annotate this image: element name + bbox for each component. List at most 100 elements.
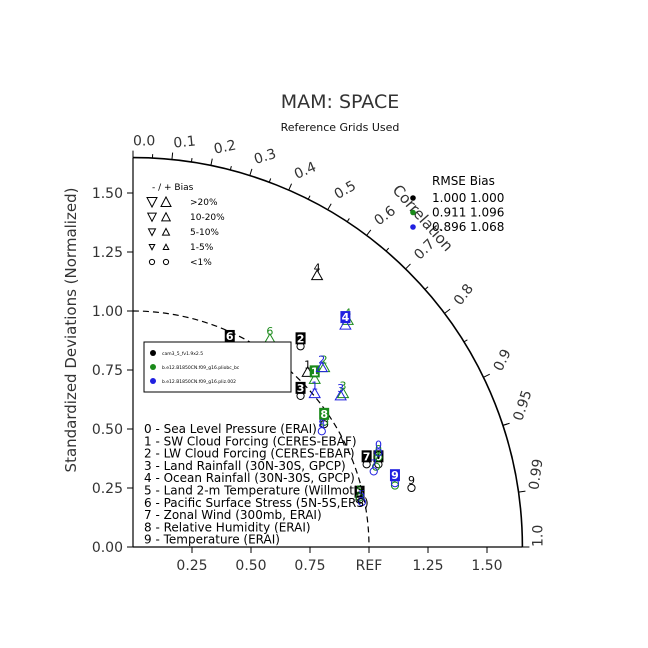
point-marker — [308, 372, 321, 384]
point-label-box — [295, 381, 306, 394]
correlation-tick-label: 0.0 — [133, 134, 155, 150]
point-label-box — [224, 329, 235, 342]
correlation-minor-tick — [229, 165, 232, 171]
y-tick-label: 0.00 — [92, 540, 123, 556]
correlation-minor-tick — [385, 247, 390, 252]
bias-legend-header: - / + Bias — [152, 183, 194, 193]
point-label: 3 — [337, 382, 344, 395]
point-label-box — [319, 407, 330, 420]
point-label: 7 — [373, 453, 380, 466]
bias-legend-marker — [148, 258, 156, 266]
point-label-box — [309, 365, 320, 378]
rmse-legend-dot — [410, 195, 416, 201]
bias-legend-marker — [160, 211, 172, 222]
bias-legend-marker — [160, 195, 172, 207]
correlation-minor-tick — [502, 423, 507, 426]
data-point: 3 — [334, 382, 347, 401]
point-label: 2 — [297, 332, 305, 345]
variable-legend-item: 5 - Land 2-m Temperature (Willmott) — [144, 484, 363, 498]
correlation-tick-label: 0.5 — [332, 178, 359, 203]
point-label: 1 — [311, 365, 319, 378]
correlation-tick — [405, 263, 411, 270]
correlation-tick-label: 0.1 — [173, 133, 197, 151]
bias-legend-label: 5-10% — [190, 228, 219, 238]
x-tick-label: 1.25 — [412, 558, 443, 574]
point-marker — [339, 318, 352, 330]
point-marker — [369, 467, 378, 476]
x-tick-label: 0.75 — [294, 558, 325, 574]
rmse-legend-rmse: 0.896 — [432, 220, 466, 234]
rmse-legend-rmse: 0.911 — [432, 206, 466, 220]
point-marker — [374, 453, 383, 462]
correlation-tick-label: 0.6 — [371, 203, 398, 229]
correlation-tick — [249, 168, 253, 176]
correlation-tick — [288, 183, 293, 191]
point-marker — [355, 493, 364, 502]
data-point: 2 — [295, 332, 306, 351]
point-label: 3 — [340, 380, 347, 393]
y-tick-label: 0.25 — [92, 481, 123, 497]
bias-legend-label: 1-5% — [190, 243, 214, 253]
variable-legend-item: 4 - Ocean Rainfall (30N-30S, GPCP) — [144, 471, 355, 485]
point-marker — [374, 448, 383, 457]
point-label: 4 — [314, 262, 321, 275]
correlation-tick-label: 0.9 — [491, 347, 515, 374]
correlation-tick — [366, 229, 372, 236]
y-tick-label: 0.50 — [92, 422, 123, 438]
correlation-minor-tick — [463, 339, 468, 343]
point-label: 6 — [226, 330, 234, 343]
data-point: 0 — [374, 443, 383, 462]
variable-legend-item: 3 - Land Rainfall (30N-30S, GPCP) — [144, 459, 346, 473]
data-point: 5 — [355, 483, 364, 502]
variable-legend-item: 1 - SW Cloud Forcing (CERES-EBAF) — [144, 434, 357, 448]
point-label: 7 — [370, 457, 377, 470]
point-label: 2 — [321, 354, 328, 367]
correlation-tick — [210, 158, 213, 166]
point-marker — [390, 481, 400, 490]
bias-legend-marker — [161, 227, 171, 236]
bias-legend-label: >20% — [190, 198, 218, 208]
point-label-box — [361, 450, 372, 463]
correlation-tick-label: 0.2 — [212, 137, 237, 157]
correlation-tick-label: 0.3 — [252, 146, 278, 168]
point-marker — [371, 462, 381, 471]
point-label: 0 — [375, 443, 382, 456]
correlation-tick-label: 0.95 — [511, 388, 536, 423]
point-marker — [334, 389, 347, 401]
rmse-legend-header: RMSE Bias — [432, 174, 495, 188]
variable-legend-item: 6 - Pacific Surface Stress (5N-5S,ERS) — [144, 496, 369, 510]
point-label: 1 — [311, 380, 318, 393]
data-point: 4 — [339, 311, 352, 330]
rmse-legend-dot — [410, 209, 416, 216]
correlation-tick-label: 0.99 — [526, 458, 546, 491]
bias-legend-label: 10-20% — [190, 213, 225, 223]
correlation-minor-tick — [424, 286, 429, 290]
data-point: 5 — [357, 488, 367, 507]
point-label: 8 — [320, 408, 328, 421]
point-label: 4 — [342, 311, 350, 324]
point-marker — [308, 387, 321, 399]
point-label: 0 — [375, 439, 382, 452]
point-label: 0 — [375, 450, 383, 463]
case-legend-label: cam3_5_fv1.9x2.5 — [162, 351, 203, 357]
point-label-box — [354, 485, 365, 498]
correlation-minor-tick — [190, 157, 193, 163]
variable-legend-item: 2 - LW Cloud Forcing (CERES-EBAF) — [144, 447, 355, 461]
data-point: 7 — [371, 453, 381, 471]
point-label-box — [389, 469, 400, 482]
point-label: 5 — [356, 486, 364, 499]
point-label: 8 — [318, 417, 325, 430]
data-point: 2 — [315, 354, 329, 373]
data-point: 1 — [308, 365, 321, 384]
reference-arc — [132, 310, 370, 548]
legends: - / + Bias >20% 10-20% 5-10% 1-5% <1% RMSE Bia… — [143, 174, 504, 547]
correlation-tick — [327, 203, 332, 211]
bias-legend-label: <1% — [190, 258, 212, 268]
x-tick-label: REF — [356, 558, 383, 574]
data-point: 9 — [389, 469, 400, 488]
bias-legend-marker — [162, 258, 170, 266]
rmse-legend-dot — [410, 224, 416, 230]
case-legend-box — [143, 341, 292, 393]
data-point: 9 — [407, 474, 416, 493]
variable-legend-item: 8 - Relative Humidity (ERAI) — [144, 520, 311, 534]
